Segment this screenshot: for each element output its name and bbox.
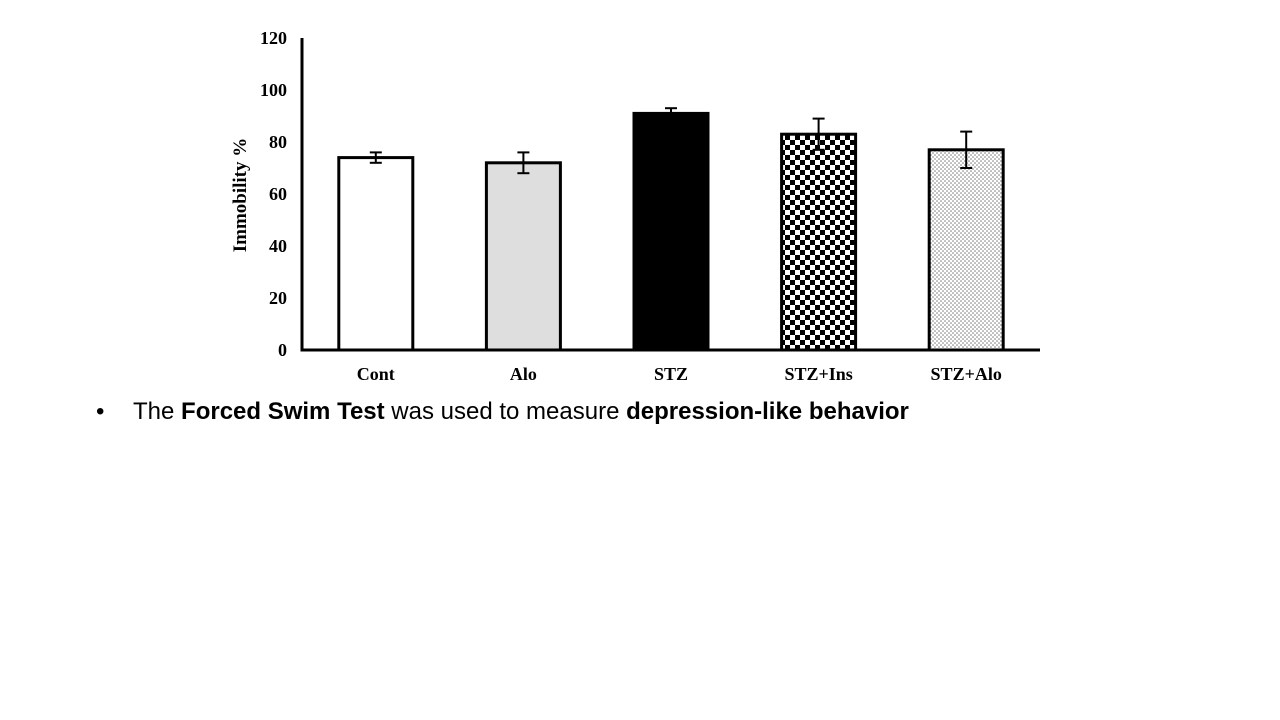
bar-stz [632, 111, 710, 352]
bar-cont [337, 156, 415, 352]
x-tick-label: STZ [654, 364, 688, 384]
bar-alo [484, 161, 562, 352]
bullet-point: • The Forced Swim Test was used to measur… [96, 398, 909, 426]
bar-stz-ins [780, 132, 858, 352]
bullet-bold-2: depression-like behavior [626, 398, 909, 425]
y-axis-label: Immobility % [230, 138, 251, 253]
x-tick-label: Alo [510, 364, 537, 384]
x-tick-label: Cont [357, 364, 395, 384]
y-tick-label: 100 [260, 80, 287, 100]
y-axis: 0 20 40 60 80 100 120 [260, 28, 304, 360]
y-tick-label: 40 [269, 236, 287, 256]
y-tick-label: 60 [269, 184, 287, 204]
bullet-text-1: The [133, 398, 182, 425]
bullet-bold-1: Forced Swim Test [181, 398, 385, 425]
x-axis: Cont Alo STZ STZ+Ins STZ+Alo [300, 348, 1040, 384]
bullet-symbol: • [96, 398, 105, 425]
x-tick-label: STZ+Ins [784, 364, 852, 384]
y-tick-label: 0 [278, 340, 287, 360]
bullet-text-2: was used to measure [384, 398, 627, 425]
y-tick-label: 80 [269, 132, 287, 152]
y-tick-label: 20 [269, 288, 287, 308]
bar-stz-alo [927, 148, 1005, 352]
bars [337, 107, 1005, 352]
x-tick-label: STZ+Alo [931, 364, 1002, 384]
bar-chart: 0 20 40 60 80 100 120 Cont Alo STZ STZ+Ins STZ+Alo… [230, 28, 1040, 384]
y-tick-label: 120 [260, 28, 287, 48]
